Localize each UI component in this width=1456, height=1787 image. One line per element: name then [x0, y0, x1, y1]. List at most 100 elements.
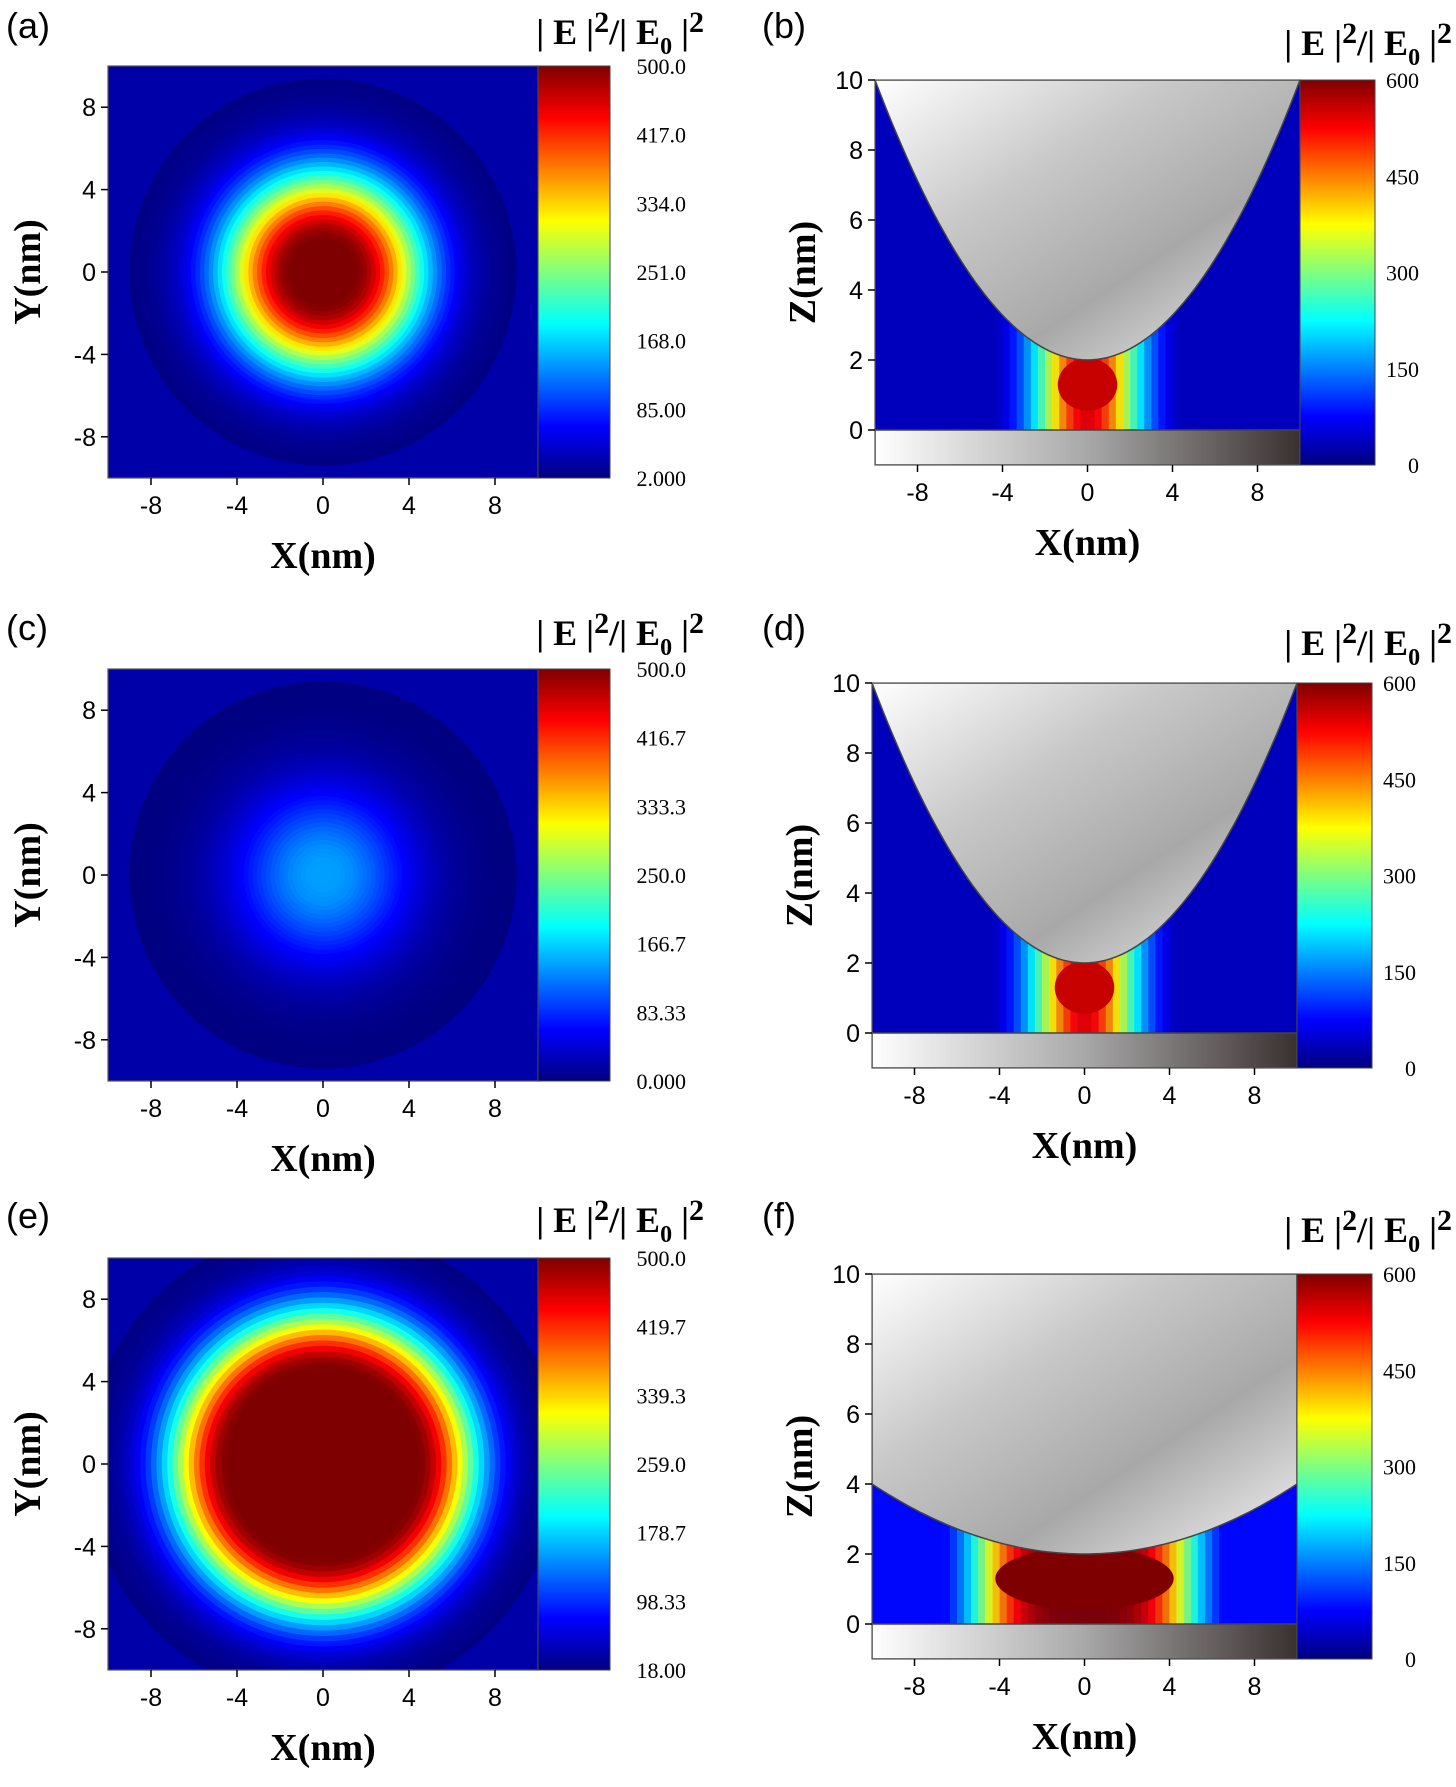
y-axis-title: Y(nm)	[7, 822, 49, 928]
metal-tip	[875, 80, 1300, 361]
y-tick-label: 6	[849, 207, 863, 235]
field-column	[907, 683, 916, 1033]
colorbar-tick-label: 600	[1386, 68, 1419, 93]
y-tick-label: 4	[846, 880, 860, 908]
colorbar-title: | E |2/| E0 |2	[1284, 17, 1452, 71]
field-column	[1212, 1484, 1220, 1624]
field-column	[889, 80, 897, 430]
x-axis-title: X(nm)	[270, 1138, 376, 1180]
metal-tip	[872, 683, 1297, 964]
x-tick-label: 0	[316, 492, 330, 520]
y-tick-label: 2	[846, 1541, 860, 1569]
field-column	[1197, 1484, 1206, 1624]
colorbar-title: | E |2/| E0 |2	[536, 1194, 704, 1248]
y-tick-label: 10	[832, 1261, 860, 1289]
colorbar-tick-label: 417.0	[637, 123, 687, 148]
plot-area	[872, 1274, 1297, 1659]
field-column	[1148, 1484, 1156, 1624]
colorbar-tick-label: 334.0	[637, 191, 687, 216]
x-tick-label: 8	[1248, 1673, 1262, 1701]
x-tick-label: -4	[988, 1082, 1010, 1110]
y-tick-label: -8	[74, 1616, 96, 1644]
colorbar-tick-label: 259.0	[637, 1452, 687, 1477]
y-tick-label: 4	[849, 277, 863, 305]
field-column	[1190, 1484, 1199, 1624]
colorbar-tick-label: 300	[1383, 864, 1416, 889]
colorbar-tick-label: 500.0	[637, 1246, 687, 1271]
field-column	[1233, 1484, 1241, 1624]
field-column	[1141, 1484, 1149, 1624]
metal-tip	[872, 1274, 1297, 1555]
field-column	[1229, 80, 1237, 430]
y-tick-label: 8	[82, 697, 96, 725]
colorbar-tick-label: 600	[1383, 671, 1416, 696]
field-column	[1275, 1484, 1284, 1624]
field-column	[992, 1484, 1001, 1624]
field-column	[914, 1484, 923, 1624]
x-tick-label: 0	[316, 1095, 330, 1123]
colorbar-tick-label: 500.0	[637, 657, 687, 682]
colorbar-title: | E |2/| E0 |2	[536, 6, 704, 60]
colorbar-tick-label: 178.7	[637, 1521, 687, 1546]
field-column	[886, 1484, 894, 1624]
field-column	[971, 1484, 979, 1624]
field-column	[914, 683, 923, 1033]
colorbar-tick-label: 450	[1383, 1358, 1416, 1383]
field-column	[875, 80, 883, 430]
field-column	[942, 683, 951, 1033]
colorbar-tick-label: 2.000	[637, 466, 687, 491]
field-column	[928, 683, 937, 1033]
field-hotspot	[1057, 358, 1118, 411]
colorbar-tick-label: 250.0	[637, 863, 687, 888]
x-tick-label: 8	[488, 1095, 502, 1123]
field-column	[1013, 1484, 1022, 1624]
x-tick-label: -8	[140, 1684, 162, 1712]
field-column	[1289, 1484, 1297, 1624]
field-column	[938, 80, 947, 430]
field-column	[999, 1484, 1008, 1624]
field-column	[1247, 683, 1256, 1033]
field-column	[1261, 1484, 1270, 1624]
field-column	[945, 80, 954, 430]
field-column	[1268, 683, 1277, 1033]
field-column	[1278, 80, 1287, 430]
colorbar-tick-label: 300	[1386, 261, 1419, 286]
x-tick-label: 4	[402, 1684, 416, 1712]
field-column	[872, 1484, 880, 1624]
colorbar	[537, 668, 611, 1082]
colorbar	[537, 1257, 611, 1671]
field-column	[924, 80, 933, 430]
field-hotspot	[995, 1547, 1174, 1610]
field-column	[1254, 683, 1263, 1033]
x-axis-title: X(nm)	[1032, 1125, 1138, 1167]
field-column	[1204, 1484, 1213, 1624]
y-tick-label: 0	[846, 1611, 860, 1639]
y-tick-label: 8	[82, 94, 96, 122]
y-axis-title: Y(nm)	[7, 219, 49, 325]
field-column	[1212, 683, 1220, 1033]
colorbar-tick-label: 419.7	[637, 1315, 687, 1340]
y-tick-label: -8	[74, 1027, 96, 1055]
x-tick-label: -8	[903, 1673, 925, 1701]
panel-letter: (d)	[762, 607, 806, 648]
y-tick-label: 0	[82, 1451, 96, 1479]
x-tick-label: -4	[991, 479, 1013, 507]
field-column	[1219, 1484, 1227, 1624]
y-tick-label: 8	[846, 1331, 860, 1359]
metal-substrate	[872, 1032, 1297, 1068]
field-column	[1282, 683, 1291, 1033]
y-tick-label: 0	[846, 1020, 860, 1048]
colorbar-tick-label: 450	[1386, 164, 1419, 189]
y-tick-label: 6	[846, 1401, 860, 1429]
field-column	[1240, 683, 1249, 1033]
field-column	[886, 683, 894, 1033]
colorbar-tick-label: 168.0	[637, 329, 687, 354]
field-column	[964, 1484, 972, 1624]
x-axis-title: X(nm)	[270, 1727, 376, 1769]
y-tick-label: -4	[74, 341, 96, 369]
field-column	[1183, 1484, 1192, 1624]
colorbar	[1299, 79, 1376, 466]
y-tick-label: 4	[846, 1471, 860, 1499]
field-column	[1155, 1484, 1164, 1624]
colorbar-tick-label: 166.7	[637, 932, 687, 957]
